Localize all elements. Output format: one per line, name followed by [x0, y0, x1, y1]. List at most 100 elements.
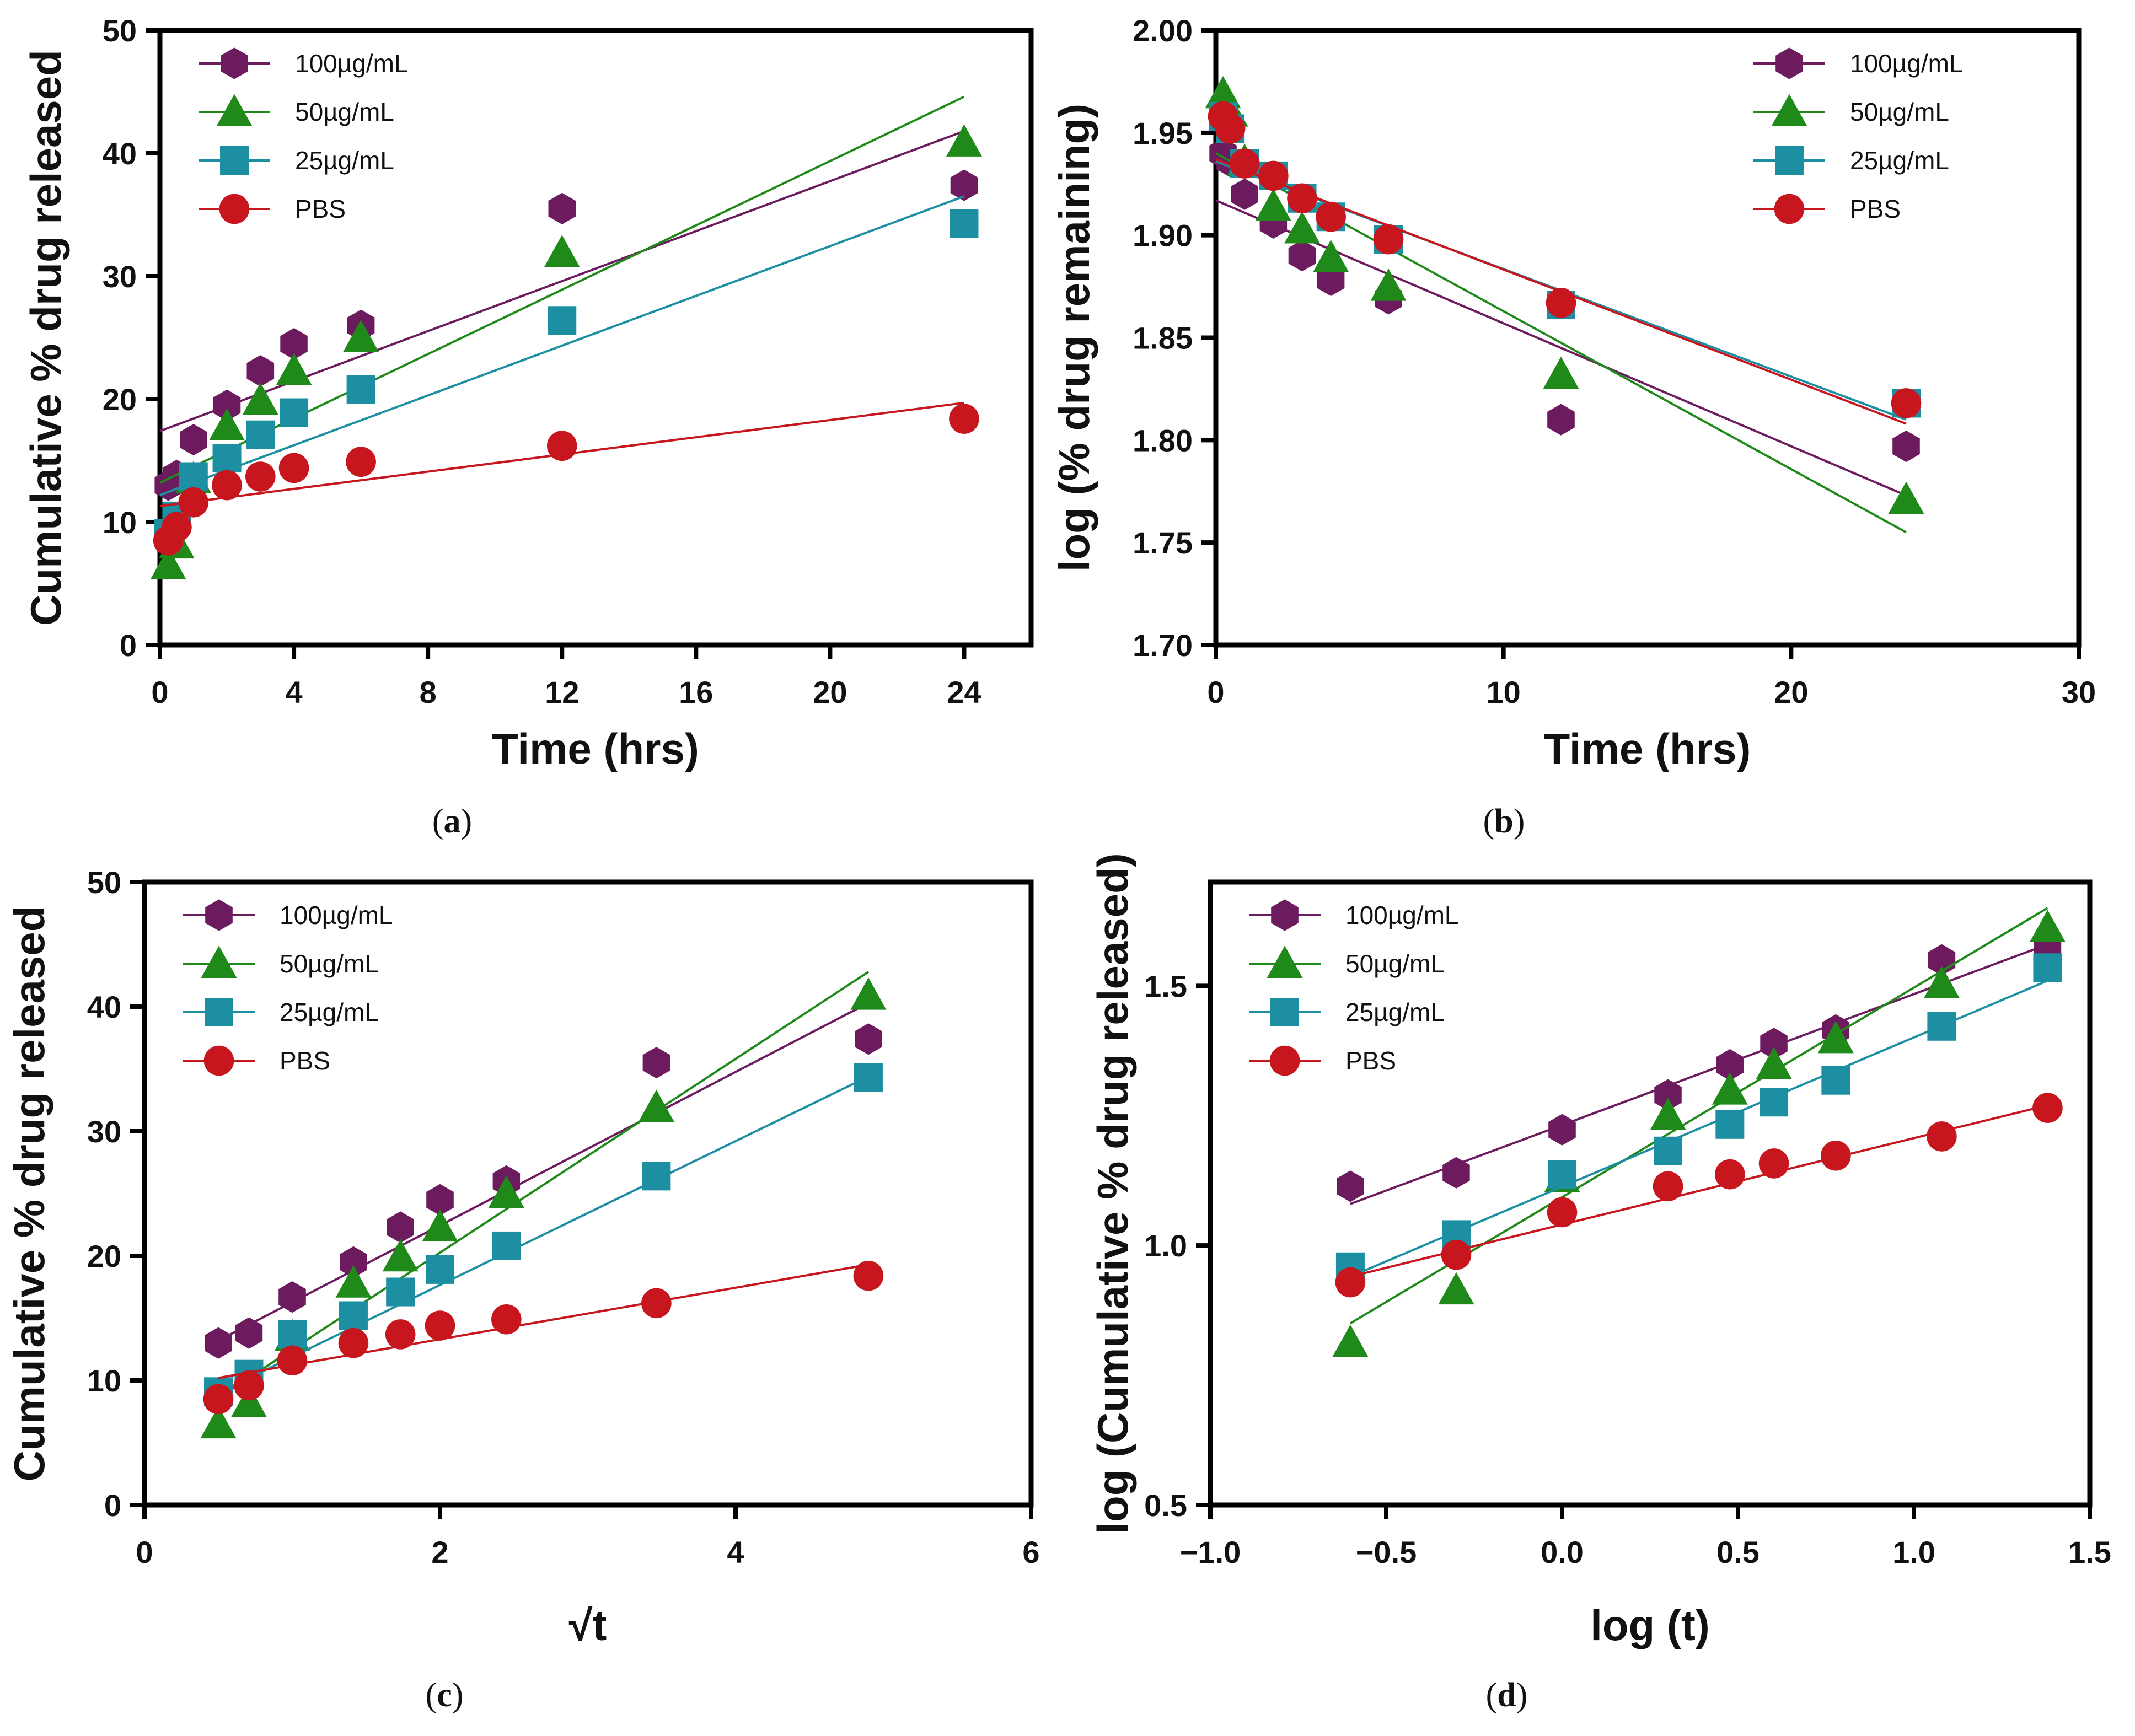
x-tick-label: 0	[151, 675, 168, 710]
data-point	[1712, 1072, 1748, 1105]
data-point	[1215, 114, 1246, 144]
y-tick-label: 10	[103, 505, 137, 540]
x-tick-label: 20	[813, 675, 847, 710]
chart-panel-a: 0 4 8 12 16 20 24 0 10 20 30 40 50 Time (hrs) Cumulati…	[22, 13, 1034, 840]
legend-marker	[1774, 194, 1805, 224]
legend: 100µg/mL 50µg/mL 25µg/mL PBS	[1753, 47, 1964, 224]
legend-label: PBS	[295, 195, 346, 223]
data-point	[387, 1211, 414, 1243]
data-point	[1373, 224, 1404, 255]
y-tick-label: 40	[87, 990, 121, 1024]
data-point	[422, 1209, 458, 1242]
data-point	[1547, 1197, 1578, 1228]
data-point	[1654, 1136, 1683, 1165]
data-point	[1317, 264, 1345, 296]
data-point	[340, 1246, 367, 1278]
fit-line	[159, 195, 965, 496]
series-3	[153, 401, 979, 556]
y-tick-label: 50	[87, 865, 121, 900]
chart-panel-d: −1.0 −0.5 0.0 0.5 1.0 1.5 0.5 1.0 1.5 log (t) log …	[1088, 853, 2111, 1714]
data-point	[1287, 183, 1317, 214]
data-point	[1888, 481, 1924, 514]
data-point	[488, 1175, 524, 1208]
data-point	[346, 375, 375, 404]
data-point	[950, 169, 978, 201]
legend-label: 100µg/mL	[1345, 901, 1459, 929]
data-point	[213, 389, 241, 421]
data-point	[1653, 1171, 1683, 1202]
data-point	[180, 424, 207, 456]
data-point	[339, 1301, 368, 1330]
legend-label: PBS	[1850, 195, 1901, 223]
legend-marker	[1270, 998, 1299, 1026]
legend-label: 25µg/mL	[1850, 146, 1949, 175]
legend-marker	[1775, 47, 1803, 79]
panel-label-close: )	[452, 1676, 464, 1714]
y-axis-title: log (% drug remaining)	[1050, 104, 1098, 572]
data-point	[150, 547, 186, 580]
series-0	[1337, 932, 2062, 1205]
legend-marker	[1267, 945, 1303, 978]
x-tick-label: 0.5	[1716, 1535, 1760, 1570]
series-1	[150, 95, 982, 580]
data-point	[280, 328, 308, 360]
legend-label: 50µg/mL	[280, 949, 379, 978]
y-tick-label: 1.90	[1133, 218, 1193, 253]
data-point	[276, 353, 312, 385]
x-tick-label: 20	[1774, 675, 1808, 710]
data-point	[548, 306, 577, 335]
data-point	[212, 470, 242, 501]
data-point	[544, 235, 580, 267]
y-tick-label: 30	[103, 259, 137, 294]
panel-label-letter: b	[1494, 803, 1513, 840]
data-point	[2032, 1093, 2063, 1123]
legend-marker	[205, 998, 233, 1026]
data-point	[491, 1304, 522, 1335]
legend-marker	[205, 899, 233, 931]
y-tick-label: 30	[87, 1114, 121, 1149]
x-tick-label: −1.0	[1180, 1535, 1241, 1570]
x-axis-title: √t	[569, 1601, 607, 1649]
data-point	[642, 1047, 670, 1079]
legend-label: 25µg/mL	[280, 998, 379, 1026]
panel-label-open: (	[432, 803, 444, 840]
legend: 100µg/mL 50µg/mL 25µg/mL PBS	[1249, 899, 1459, 1076]
data-point	[1316, 201, 1346, 232]
y-tick-label: 20	[87, 1239, 121, 1273]
legend-marker	[220, 146, 249, 175]
data-point	[1370, 268, 1407, 301]
legend-marker	[221, 47, 248, 79]
data-point	[200, 1406, 237, 1439]
data-point	[278, 1320, 307, 1349]
data-point	[386, 1277, 415, 1307]
data-point	[235, 1317, 263, 1349]
data-point	[280, 398, 309, 427]
x-tick-label: 4	[727, 1535, 744, 1570]
data-point	[245, 461, 276, 492]
x-tick-label: 6	[1022, 1535, 1039, 1570]
data-point	[1543, 356, 1579, 389]
panel-label: (b)	[1483, 803, 1525, 840]
series-3	[203, 1260, 884, 1415]
legend: 100µg/mL 50µg/mL 25µg/mL PBS	[183, 899, 393, 1076]
data-point	[1546, 288, 1576, 318]
legend-label: 25µg/mL	[295, 146, 394, 175]
data-point	[1654, 1079, 1682, 1111]
data-point	[1288, 240, 1316, 272]
y-tick-label: 1.80	[1133, 423, 1193, 458]
data-point	[162, 512, 192, 542]
y-tick-label: 50	[103, 13, 137, 48]
legend-label: 100µg/mL	[295, 49, 409, 78]
y-tick-label: 0.5	[1144, 1488, 1187, 1523]
legend-marker	[201, 945, 237, 978]
data-point	[641, 1288, 672, 1319]
legend-marker	[1269, 1045, 1300, 1076]
x-tick-label: 0.0	[1541, 1535, 1584, 1570]
panel-label-letter: c	[437, 1676, 452, 1714]
x-tick-label: 1.5	[2068, 1535, 2111, 1570]
panel-label-open: (	[1486, 1676, 1498, 1714]
legend-label: PBS	[1345, 1046, 1396, 1075]
panel-label: (d)	[1486, 1676, 1528, 1714]
data-point	[230, 1385, 267, 1417]
